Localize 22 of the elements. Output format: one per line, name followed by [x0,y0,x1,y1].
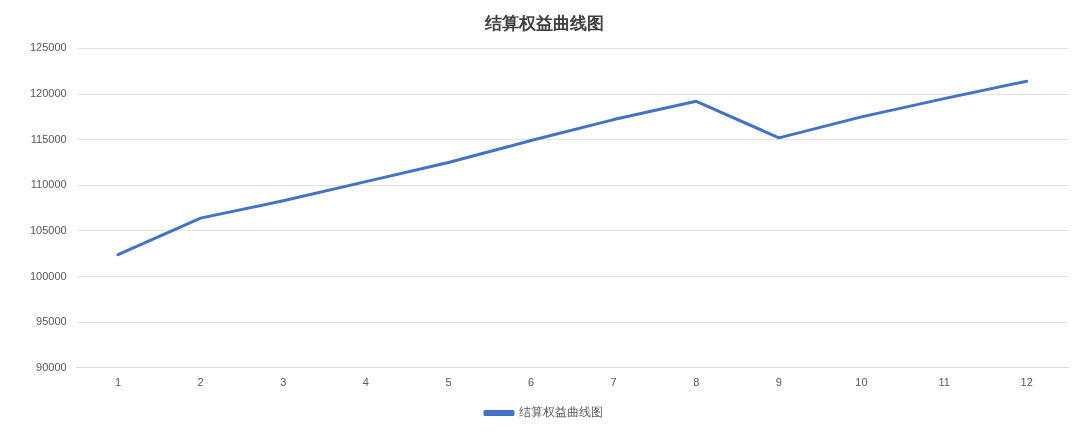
y-tick-label: 110000 [30,178,67,191]
y-tick-label: 105000 [29,223,67,236]
y-tick-label: 100000 [29,269,67,282]
x-tick-label: 6 [527,376,535,389]
x-tick-label: 8 [693,376,700,389]
x-tick-label: 5 [445,376,452,389]
y-tick-label: 115000 [30,132,67,145]
x-tick-label: 7 [610,376,617,389]
y-tick-label: 120000 [29,87,67,100]
x-tick-label: 11 [938,376,950,389]
y-tick-label: 125000 [29,41,67,54]
x-tick-label: 4 [362,376,369,389]
x-tick-label: 2 [197,376,204,389]
y-tick-label: 95000 [36,315,67,328]
x-tick-label: 9 [775,376,782,389]
legend-label: 结算权益曲线图 [519,405,603,420]
chart-title: 结算权益曲线图 [483,13,604,33]
x-tick-label: 1 [114,376,122,389]
x-tick-label: 10 [855,376,868,389]
x-tick-label: 12 [1020,376,1033,389]
y-tick-label: 90000 [36,360,67,373]
x-tick-label: 3 [280,376,287,389]
